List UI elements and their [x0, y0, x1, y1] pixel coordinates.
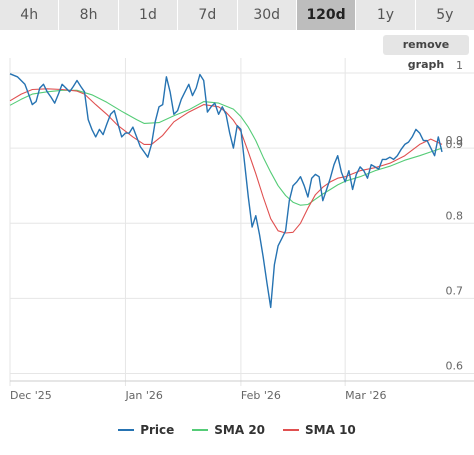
legend-item-price[interactable]: Price	[118, 423, 174, 437]
x-axis: Dec '25 Jan '26 Feb '26 Mar '26	[10, 380, 474, 402]
y-tick-label: 0.8	[446, 209, 464, 222]
series-line-sma10	[9, 88, 443, 234]
tab-1d[interactable]: 1d	[119, 0, 179, 30]
tab-5y[interactable]: 5y	[436, 7, 454, 23]
tab-4h[interactable]: 4h	[0, 0, 60, 30]
tab-1y[interactable]: 1y	[356, 0, 416, 30]
value-labels: 0.9	[446, 138, 464, 151]
legend-swatch-price	[118, 429, 135, 431]
legend-swatch-sma10	[283, 429, 300, 431]
timeframe-tabs: 4h 8h 1d 7d 30d 120d 1y 5y	[0, 0, 474, 30]
chart-legend: Price SMA 20 SMA 10	[0, 420, 474, 440]
series-line-price	[9, 73, 443, 309]
x-tick-label: Mar '26	[345, 389, 386, 402]
legend-swatch-sma20	[192, 429, 209, 431]
remove-graph-button[interactable]: remove graph	[383, 35, 469, 71]
tab-30d[interactable]: 30d	[238, 0, 297, 30]
y-tick-label: 1	[456, 59, 463, 72]
grid-lines	[9, 58, 474, 386]
y-tick-label: 0.7	[446, 284, 464, 297]
legend-item-sma10[interactable]: SMA 10	[283, 423, 356, 437]
legend-item-sma20[interactable]: SMA 20	[192, 423, 265, 437]
x-tick-label: Jan '26	[124, 389, 162, 402]
last-value-label: 0.9	[446, 138, 464, 151]
y-axis: 0.6 0.7 0.8 0.9 1	[446, 59, 464, 372]
legend-label-price: Price	[140, 423, 175, 437]
y-tick-label: 0.6	[446, 359, 464, 372]
tab-7d[interactable]: 7d	[178, 0, 238, 30]
series-lines	[9, 73, 443, 309]
legend-label-sma10: SMA 10	[305, 423, 356, 437]
x-tick-label: Dec '25	[10, 389, 52, 402]
x-tick-label: Feb '26	[241, 389, 281, 402]
tab-8h[interactable]: 8h	[59, 0, 119, 30]
legend-label-sma20: SMA 20	[214, 423, 266, 437]
tab-120d[interactable]: 120d	[296, 0, 357, 30]
y-tick-label: 0.9	[446, 134, 464, 147]
price-chart: 0.6 0.7 0.8 0.9 1 Dec '25 Jan '26 Feb '26 Mar '…	[9, 58, 474, 402]
